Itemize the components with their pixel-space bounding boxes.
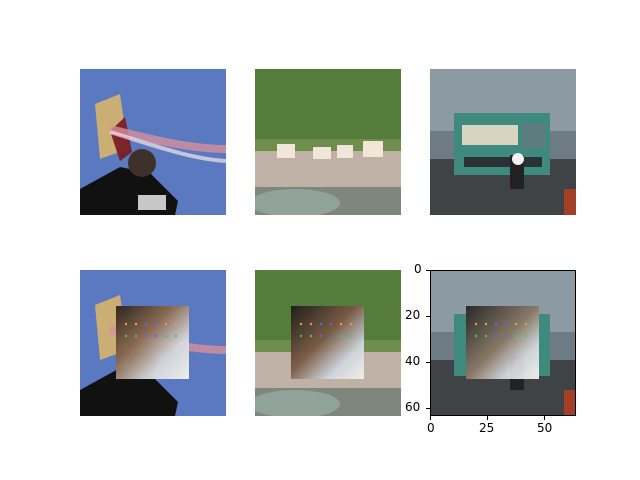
bus-scene (430, 69, 576, 215)
y-tick-0 (426, 270, 430, 271)
zebra-image-occluded (255, 270, 401, 416)
y-tick-label: 20 (405, 308, 421, 322)
occlusion-patch (466, 306, 539, 379)
y-tick-60 (426, 408, 430, 409)
occlusion-patch (291, 306, 364, 379)
zebra-scene (255, 69, 401, 215)
occlusion-patch (116, 306, 189, 379)
y-tick-label: 40 (405, 354, 421, 368)
bus-image (430, 69, 576, 215)
kite-image-occluded (80, 270, 226, 416)
kite-scene (80, 69, 226, 215)
x-tick-label: 25 (479, 421, 495, 435)
zebra-image (255, 69, 401, 215)
bus-image-occluded (430, 270, 576, 416)
x-tick-0 (430, 416, 431, 420)
y-tick-label: 0 (414, 262, 422, 276)
x-tick-label: 50 (537, 421, 553, 435)
kite-image (80, 69, 226, 215)
x-tick-50 (544, 416, 545, 420)
y-tick-label: 60 (405, 400, 421, 414)
y-tick-40 (426, 362, 430, 363)
x-tick-label: 0 (427, 421, 435, 435)
x-tick-25 (487, 416, 488, 420)
y-tick-20 (426, 316, 430, 317)
